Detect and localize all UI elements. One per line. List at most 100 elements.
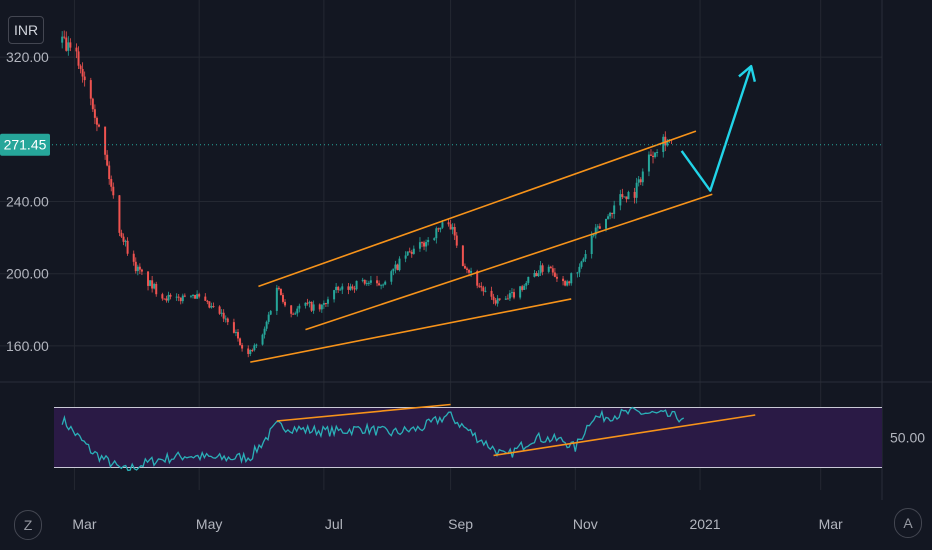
candle-body — [598, 226, 601, 229]
candle-body — [484, 290, 487, 292]
candle-body — [251, 350, 254, 352]
candle-body — [279, 288, 282, 295]
candle-body — [392, 268, 395, 272]
candle-body — [320, 304, 323, 310]
price-channel-trendline — [305, 193, 713, 331]
candle-body — [652, 155, 655, 158]
candle-body — [541, 265, 544, 272]
candle-body — [155, 283, 158, 295]
candle-body — [496, 298, 499, 304]
time-tick-label: Jul — [325, 516, 343, 532]
candle-body — [396, 264, 399, 271]
candle-body — [478, 285, 481, 287]
candle-body — [122, 236, 125, 242]
candle-body — [198, 294, 201, 297]
candle-body — [384, 281, 387, 285]
candle-body — [169, 294, 172, 297]
auto-scale-button[interactable]: A — [894, 508, 922, 538]
candle-body — [539, 265, 542, 274]
candlestick-series — [61, 30, 673, 358]
time-tick-label: Mar — [72, 516, 96, 532]
candle-body — [163, 298, 166, 300]
candle-body — [275, 287, 278, 311]
candle-body — [437, 228, 440, 230]
candle-body — [568, 281, 571, 284]
candle-body — [234, 332, 237, 334]
candle-body — [506, 298, 509, 300]
candle-body — [621, 194, 624, 197]
candle-body — [580, 261, 583, 267]
candle-body — [79, 65, 82, 69]
candle-body — [196, 294, 199, 299]
candle-body — [468, 269, 471, 273]
candle-body — [504, 298, 507, 300]
price-channel-trendline — [258, 130, 697, 288]
candle-body — [318, 304, 321, 310]
candle-body — [224, 318, 227, 320]
candle-body — [61, 36, 64, 43]
candle-body — [322, 303, 325, 305]
projection-arrow — [680, 65, 753, 192]
candle-body — [451, 227, 454, 230]
candle-body — [376, 280, 379, 284]
candle-body — [335, 286, 338, 291]
candle-body — [161, 294, 164, 299]
candle-body — [298, 305, 301, 309]
current-price-badge — [0, 133, 50, 156]
candle-body — [67, 42, 70, 51]
candle-body — [641, 171, 644, 183]
candle-body — [633, 191, 636, 198]
candle-body — [566, 281, 569, 286]
time-tick-label: Mar — [819, 516, 843, 532]
candle-body — [355, 280, 358, 290]
candle-body — [664, 136, 667, 146]
candle-body — [267, 314, 270, 322]
candle-body — [249, 350, 252, 354]
candle-body — [296, 308, 299, 314]
candle-body — [404, 255, 407, 259]
candle-body — [390, 271, 393, 282]
candle-body — [110, 179, 113, 187]
candle-body — [269, 310, 272, 315]
candle-body — [605, 218, 607, 229]
candle-body — [625, 196, 628, 200]
candle-body — [549, 266, 552, 269]
candle-body — [654, 152, 657, 158]
rsi-tick-label: 50.00 — [890, 430, 925, 446]
candle-body — [433, 238, 436, 240]
price-tick-label: 320.00 — [6, 49, 49, 65]
candle-body — [492, 296, 495, 301]
candle-body — [126, 240, 129, 254]
candle-body — [75, 47, 78, 52]
candle-body — [167, 294, 170, 301]
zoom-button[interactable]: Z — [14, 510, 42, 540]
candle-body — [339, 289, 342, 291]
candle-body — [255, 344, 258, 346]
candle-body — [519, 286, 522, 298]
candle-body — [523, 285, 526, 290]
candle-body — [194, 294, 197, 299]
candle-body — [406, 251, 409, 256]
trendline-drawings[interactable] — [250, 64, 757, 457]
candle-body — [304, 302, 307, 306]
currency-label[interactable]: INR — [8, 16, 44, 44]
candle-body — [112, 186, 115, 196]
candle-body — [447, 222, 450, 225]
price-tick-label: 240.00 — [6, 193, 49, 209]
candle-body — [627, 191, 630, 200]
candle-body — [241, 345, 244, 349]
candle-body — [521, 286, 524, 290]
candle-body — [535, 273, 538, 277]
candle-body — [175, 296, 178, 298]
candle-body — [498, 298, 501, 300]
candle-body — [423, 242, 426, 247]
candle-body — [118, 195, 121, 233]
time-tick-label: 2021 — [689, 516, 720, 532]
candle-body — [380, 284, 383, 286]
candle-body — [418, 242, 421, 249]
candle-body — [132, 253, 135, 262]
candle-body — [408, 251, 411, 253]
candle-body — [461, 245, 464, 266]
candle-body — [138, 266, 141, 270]
